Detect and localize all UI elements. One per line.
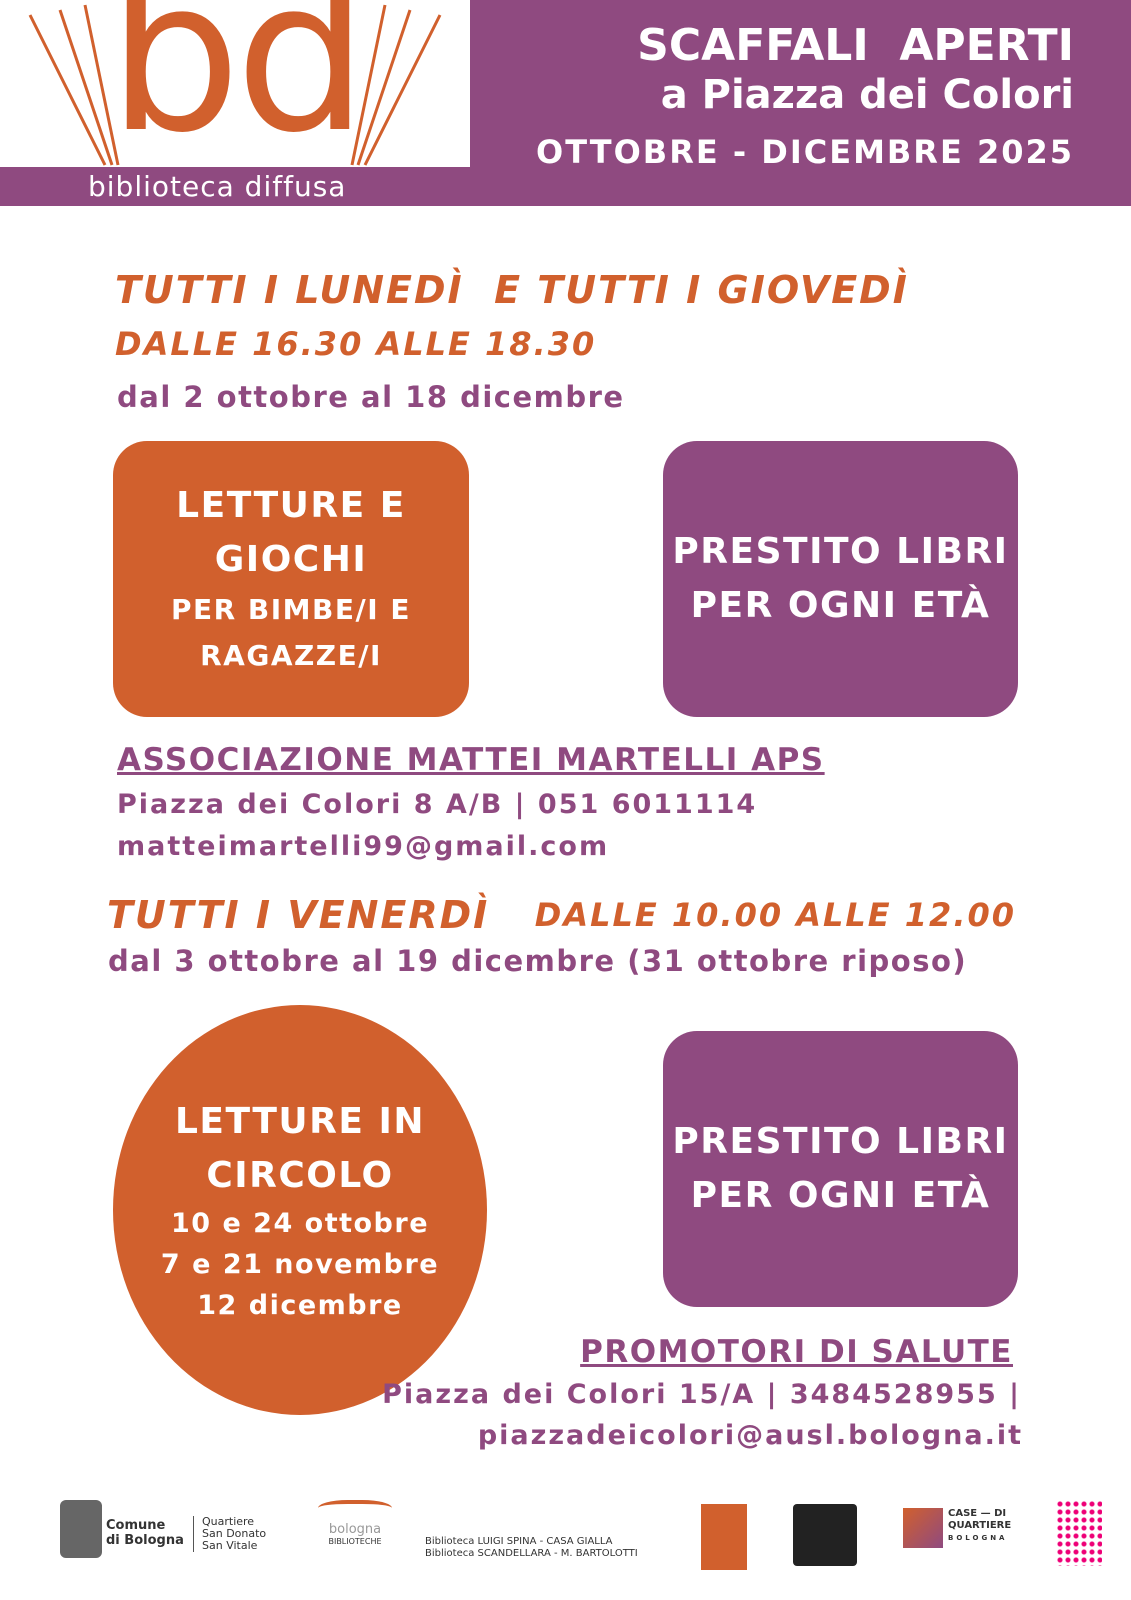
box-title: PRESTITO LIBRI — [672, 531, 1009, 572]
comune-logo: Comune di Bologna — [106, 1518, 184, 1548]
box-title: LETTURE E — [176, 485, 406, 526]
logo-mark: bd — [107, 0, 369, 179]
box-subtitle: PER BIMBE/I E — [170, 593, 412, 626]
hours: DALLE 16.30 ALLE 18.30 — [115, 325, 597, 363]
org-email: piazzadeicolori@ausl.bologna.it — [477, 1420, 1023, 1451]
logo-lines — [28, 4, 442, 166]
comune-crest — [60, 1500, 102, 1558]
logo-text: bologna — [328, 1522, 382, 1537]
libraries: Biblioteca LUIGI SPINA - CASA GIALLA Bib… — [425, 1536, 638, 1560]
logo-text: San Vitale — [202, 1539, 258, 1552]
org-address: Piazza dei Colori 15/A | 3484528955 | — [382, 1379, 1021, 1410]
partner-logo — [701, 1504, 747, 1570]
loan-box: PRESTITO LIBRI PER OGNI ETÀ — [663, 1031, 1018, 1307]
circle-title: LETTURE IN — [174, 1100, 426, 1142]
circle-date: 12 dicembre — [197, 1289, 403, 1321]
case-icon — [903, 1508, 943, 1548]
loan-box: PRESTITO LIBRI PER OGNI ETÀ — [663, 441, 1018, 717]
logo-text: CASE — DI — [948, 1508, 1007, 1519]
org-address: Piazza dei Colori 8 A/B | 051 6011114 — [117, 789, 758, 820]
logo-icon — [318, 1500, 392, 1520]
case-logo: CASE — DI QUARTIERE BOLOGNA — [948, 1508, 1011, 1544]
logo-text: San Donato — [202, 1527, 267, 1540]
biblioteche-logo: bologna BIBLIOTECHE — [318, 1500, 392, 1548]
subtitle: a Piazza dei Colori — [660, 72, 1074, 118]
promotori-logo — [1056, 1500, 1102, 1566]
logo-text: BIBLIOTECHE — [328, 1537, 382, 1546]
box-title: GIOCHI — [214, 539, 368, 580]
activity-box: LETTURE E GIOCHI PER BIMBE/I E RAGAZZE/I — [113, 441, 469, 717]
partner-logo — [793, 1504, 857, 1566]
circle-title: CIRCOLO — [206, 1154, 394, 1196]
logo-text: biblioteca diffusa — [88, 170, 347, 203]
dates: dal 3 ottobre al 19 dicembre (31 ottobre… — [108, 944, 968, 978]
circle-date: 7 e 21 novembre — [160, 1248, 440, 1280]
logo-text: di Bologna — [106, 1533, 184, 1548]
hours: DALLE 10.00 ALLE 12.00 — [534, 896, 1016, 934]
org-name: ASSOCIAZIONE MATTEI MARTELLI APS — [117, 742, 825, 778]
org-name: PROMOTORI DI SALUTE — [580, 1334, 1013, 1370]
days: TUTTI I LUNEDÌ E TUTTI I GIOVEDÌ — [115, 268, 909, 312]
box-title: PRESTITO LIBRI — [672, 1121, 1009, 1162]
library: Biblioteca SCANDELLARA - M. BARTOLOTTI — [425, 1548, 638, 1559]
box-subtitle: RAGAZZE/I — [200, 639, 382, 672]
logo-text: Comune — [106, 1518, 166, 1533]
logo-area — [0, 0, 470, 167]
org-email: matteimartelli99@gmail.com — [117, 831, 610, 862]
circle-date: 10 e 24 ottobre — [170, 1207, 430, 1239]
box-title: PER OGNI ETÀ — [690, 585, 991, 626]
logo-text: BOLOGNA — [948, 1534, 1008, 1542]
reading-circle: LETTURE IN CIRCOLO 10 e 24 ottobre 7 e 2… — [113, 1005, 487, 1415]
logo-text: Quartiere — [202, 1515, 255, 1528]
box-title: PER OGNI ETÀ — [690, 1175, 991, 1216]
period: OTTOBRE - DICEMBRE 2025 — [536, 133, 1074, 171]
dates: dal 2 ottobre al 18 dicembre — [117, 380, 625, 414]
title: SCAFFALI APERTI — [637, 20, 1074, 71]
days: TUTTI I VENERDÌ — [107, 893, 490, 937]
quartiere-logo: Quartiere San Donato San Vitale — [193, 1516, 266, 1552]
logo-text: QUARTIERE — [948, 1520, 1012, 1531]
library: Biblioteca LUIGI SPINA - CASA GIALLA — [425, 1536, 613, 1547]
